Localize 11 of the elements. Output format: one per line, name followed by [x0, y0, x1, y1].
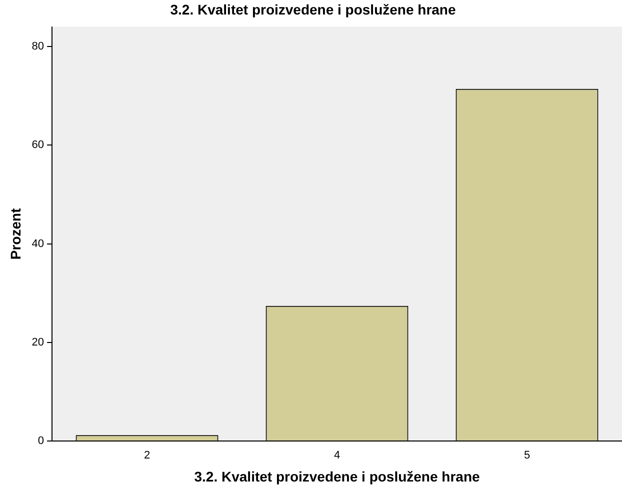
x-axis-title: 3.2. Kvalitet proizvedene i poslužene hrane: [194, 468, 480, 484]
y-tick-label: 20: [32, 336, 44, 348]
chart-title: 3.2. Kvalitet proizvedene i poslužene hrane: [170, 1, 456, 18]
y-tick-label: 60: [32, 139, 44, 152]
y-tick-label: 80: [32, 40, 44, 53]
y-tick-label: 40: [32, 238, 44, 250]
y-tick-label: 0: [38, 435, 44, 448]
x-tick-label: 5: [524, 450, 530, 462]
x-tick-label: 2: [144, 450, 150, 462]
x-tick-label: 4: [334, 450, 340, 462]
y-axis-title: Prozent: [7, 208, 24, 260]
